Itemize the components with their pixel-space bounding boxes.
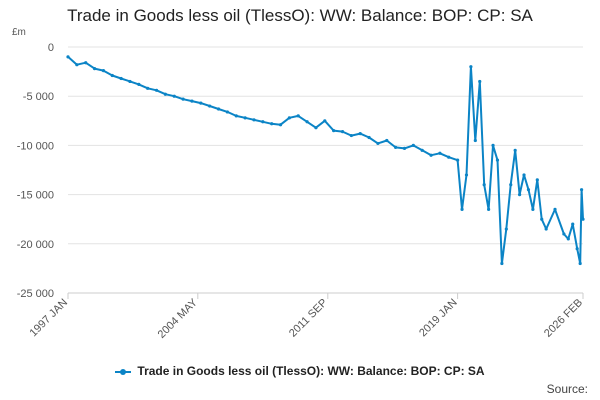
data-point (578, 261, 582, 266)
data-point (190, 99, 194, 103)
data-point (314, 126, 318, 130)
x-tick-label: 1997 JAN (27, 297, 70, 340)
x-axis-ticks: 1997 JAN 2004 MAY 2011 SEP 2019 JAN 2026 FEB (27, 293, 585, 341)
data-point (566, 237, 570, 241)
data-point (544, 227, 548, 231)
legend: Trade in Goods less oil (TlessO): WW: Ba… (0, 364, 600, 378)
data-point (367, 135, 371, 140)
data-point (376, 141, 380, 146)
data-point (349, 133, 353, 138)
series-layer (66, 55, 585, 266)
x-tick-label: 2026 FEB (542, 297, 585, 340)
data-point (172, 94, 176, 98)
data-point (540, 217, 544, 221)
data-point (531, 207, 535, 211)
data-point (154, 88, 159, 92)
data-point (243, 116, 247, 120)
data-point (208, 104, 212, 108)
data-point (575, 247, 579, 251)
data-point (526, 188, 531, 192)
data-point (252, 118, 256, 122)
x-tick-label: 2004 MAY (156, 296, 201, 341)
data-point (456, 158, 460, 162)
data-point (296, 114, 300, 118)
y-tick-label: 0 (48, 42, 54, 54)
data-point (504, 227, 508, 231)
data-point (517, 193, 522, 197)
legend-line-marker-icon (115, 368, 132, 375)
data-point (473, 138, 477, 143)
y-tick-label: -20 000 (17, 239, 54, 251)
data-point (181, 97, 185, 101)
data-point (562, 232, 566, 236)
data-point (420, 148, 424, 152)
legend-label: Trade in Goods less oil (TlessO): WW: Ba… (137, 364, 485, 378)
data-point (487, 207, 491, 211)
y-tick-label: -25 000 (17, 288, 54, 300)
data-point (216, 107, 221, 111)
series-line (67, 56, 584, 265)
data-point (581, 217, 585, 221)
x-tick-label: 2011 SEP (287, 297, 330, 340)
data-point (146, 86, 150, 90)
data-point (75, 63, 79, 67)
data-point (110, 73, 114, 78)
data-point (270, 122, 274, 126)
data-point (447, 155, 451, 159)
source-label: Source: (546, 382, 588, 396)
data-point (287, 116, 291, 120)
data-point (509, 183, 513, 187)
data-point (495, 158, 500, 162)
data-point (460, 207, 464, 211)
data-point (261, 120, 265, 124)
data-point (522, 173, 526, 177)
data-point (66, 55, 70, 59)
data-point (402, 146, 407, 150)
x-tick-label: 2019 JAN (417, 297, 460, 340)
y-tick-label: -5 000 (23, 91, 54, 103)
data-point (469, 65, 473, 69)
data-point (438, 151, 442, 155)
data-point (553, 207, 557, 211)
data-point (234, 114, 238, 118)
y-axis-unit: £m (12, 27, 26, 38)
data-point (332, 129, 336, 133)
data-point (278, 123, 283, 127)
data-point (323, 119, 327, 123)
data-point (394, 145, 398, 149)
data-point (358, 131, 362, 136)
data-point (92, 67, 97, 71)
chart-title: Trade in Goods less oil (TlessO): WW: Ba… (67, 6, 533, 25)
grid-lines (68, 46, 583, 294)
data-point (411, 143, 415, 147)
data-point (84, 61, 88, 65)
data-point (478, 79, 482, 84)
data-point (513, 148, 517, 152)
data-point (128, 79, 132, 84)
data-point (429, 153, 433, 157)
data-point (579, 188, 584, 192)
y-tick-label: -15 000 (17, 190, 54, 202)
data-point (101, 69, 106, 73)
data-point (225, 110, 229, 114)
data-point (119, 76, 123, 81)
data-point (482, 183, 486, 187)
data-point (571, 222, 575, 226)
data-point (385, 138, 389, 143)
data-point (199, 101, 203, 105)
y-tick-label: -10 000 (17, 140, 54, 152)
data-point (464, 173, 469, 177)
data-point (535, 178, 539, 182)
data-point (163, 92, 168, 96)
data-point (500, 261, 504, 266)
data-point (137, 82, 141, 86)
data-point (491, 143, 495, 147)
data-point (340, 130, 345, 134)
data-point (305, 120, 309, 124)
y-axis-ticks: 0 -5 000 -10 000 -15 000 -20 000 -25 000 (17, 42, 54, 300)
